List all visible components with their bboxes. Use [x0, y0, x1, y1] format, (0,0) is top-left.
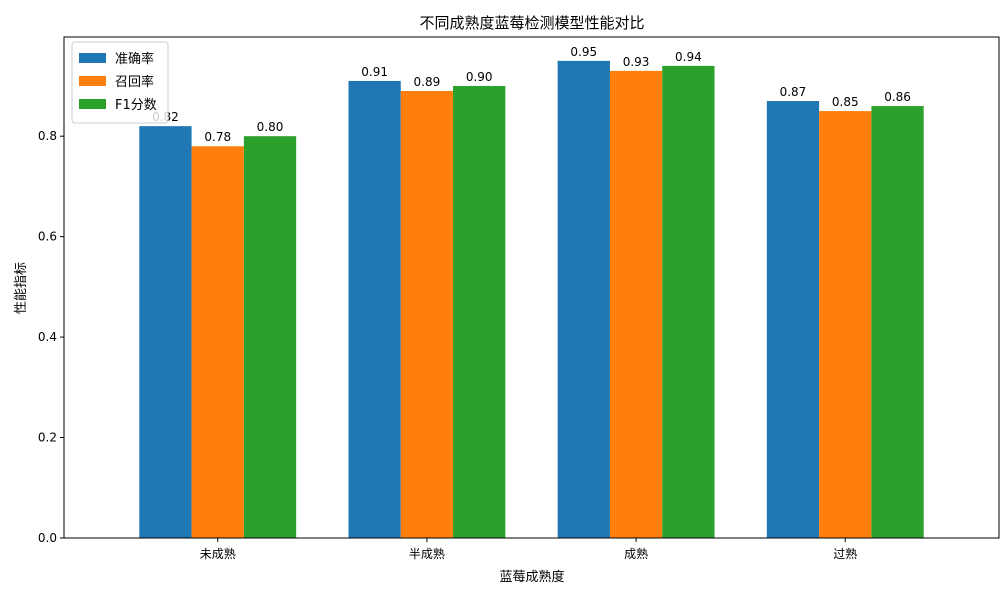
- y-tick-label: 0.0: [38, 531, 57, 545]
- data-label: 0.95: [570, 45, 597, 59]
- data-label: 0.89: [414, 75, 441, 89]
- bar-2-3: [609, 70, 663, 538]
- data-labels-layer: 0.820.910.950.870.780.890.930.850.800.90…: [152, 45, 911, 144]
- chart-title: 不同成熟度蓝莓检测模型性能对比: [419, 14, 644, 32]
- bar-2-1: [191, 146, 244, 538]
- bar-2-2: [400, 90, 454, 538]
- data-label: 0.94: [675, 50, 702, 64]
- data-label: 0.78: [204, 130, 231, 144]
- y-tick-label: 0.8: [38, 129, 57, 143]
- x-tick-label: 过熟: [833, 546, 857, 561]
- y-tick-label: 0.4: [38, 330, 57, 344]
- bar-1-1: [139, 126, 192, 538]
- legend-swatch: [79, 99, 106, 109]
- data-label: 0.85: [832, 95, 859, 109]
- bar-1-4: [766, 101, 820, 538]
- bars-layer: [139, 60, 924, 539]
- x-tick-label: 半成熟: [409, 546, 445, 561]
- legend-swatch: [79, 76, 106, 86]
- bar-1-2: [348, 80, 401, 539]
- legend-label: 准确率: [115, 51, 154, 67]
- data-label: 0.86: [884, 90, 911, 104]
- legend-swatch: [79, 53, 106, 63]
- bar-3-4: [871, 106, 924, 538]
- legend-label: 召回率: [115, 74, 154, 90]
- data-label: 0.93: [623, 55, 650, 69]
- x-tick-label: 未成熟: [200, 546, 236, 561]
- y-tick-label: 0.6: [38, 230, 57, 244]
- data-label: 0.91: [361, 65, 388, 79]
- x-axis-label: 蓝莓成熟度: [499, 569, 564, 585]
- data-label: 0.87: [780, 85, 807, 99]
- plot-frame: [63, 36, 1000, 539]
- data-label: 0.80: [257, 120, 284, 134]
- y-axis-label: 性能指标: [14, 262, 29, 314]
- data-label: 0.90: [466, 70, 493, 84]
- legend-label: F1分数: [115, 98, 157, 113]
- axes-layer: 0.0 0.2 0.4 0.6 0.8 未成熟 半成熟 成熟 过熟: [38, 36, 1000, 561]
- y-tick-label: 0.2: [38, 431, 57, 445]
- bar-1-3: [557, 60, 610, 538]
- x-tick-label: 成熟: [624, 546, 648, 561]
- bar-3-2: [453, 85, 506, 539]
- bar-3-3: [662, 65, 715, 538]
- bar-2-4: [819, 111, 872, 539]
- bar-3-1: [243, 136, 297, 538]
